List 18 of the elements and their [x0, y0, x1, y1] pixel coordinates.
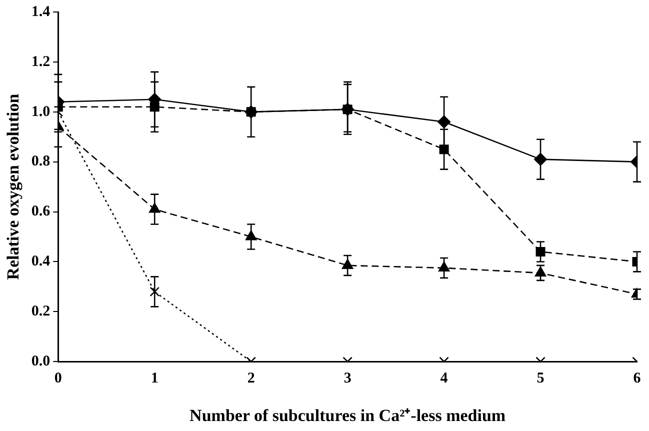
- y-axis-title: Relative oxygen evolution: [4, 93, 23, 280]
- y-tick-label: 0.4: [31, 254, 51, 270]
- point: [536, 246, 546, 256]
- y-tick-label: 0.8: [31, 154, 50, 170]
- y-tick-label: 1.2: [31, 54, 50, 70]
- y-tick-label: 0.0: [31, 353, 50, 370]
- x-tick-label: 0: [54, 370, 62, 386]
- x-tick-label: 4: [440, 370, 448, 386]
- x-tick-label: 1: [150, 370, 158, 386]
- y-tick-label: 0.2: [31, 304, 50, 320]
- y-tick-label: 0.6: [31, 204, 51, 220]
- y-tick-label: 1.0: [31, 104, 50, 120]
- x-axis-title: Number of subcultures in Ca²⁺-less medium: [190, 406, 506, 426]
- x-tick-label: 5: [536, 370, 544, 386]
- y-tick-label: 1.4: [31, 4, 51, 20]
- x-tick-label: 3: [344, 370, 352, 386]
- x-tick-label: 2: [247, 370, 255, 386]
- x-tick-label: 6: [633, 370, 642, 386]
